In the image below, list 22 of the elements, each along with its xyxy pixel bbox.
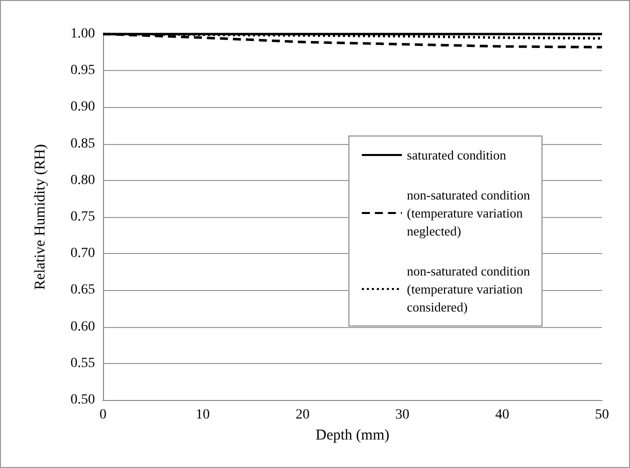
x-tick-label: 0 bbox=[100, 408, 106, 422]
legend-label: non-saturated condition (temperature variation considered) bbox=[406, 264, 530, 314]
y-tick-label: 0.70 bbox=[70, 246, 95, 262]
x-tick-label: 30 bbox=[395, 408, 410, 422]
y-tick-label: 0.80 bbox=[70, 172, 95, 188]
x-tick-label: 10 bbox=[196, 408, 210, 422]
y-tick-label: 1.00 bbox=[70, 26, 95, 42]
y-tick-label: 0.50 bbox=[70, 392, 95, 408]
legend-label: non-saturated condition (temperature variation neglected) bbox=[406, 188, 530, 238]
x-tick-label: 20 bbox=[296, 408, 310, 422]
x-tick-label: 40 bbox=[495, 408, 510, 422]
y-tick-label: 0.60 bbox=[70, 319, 95, 334]
y-tick-label: 0.65 bbox=[70, 282, 95, 298]
y-tick-label: 0.95 bbox=[70, 63, 95, 78]
y-tick-label: 0.85 bbox=[70, 136, 95, 152]
y-tick-label: 0.55 bbox=[70, 356, 95, 371]
y-axis-title: Relative Humidity (RH) bbox=[32, 144, 48, 290]
x-tick-label: 50 bbox=[595, 408, 609, 422]
x-axis-title: Depth (mm) bbox=[316, 428, 390, 444]
y-tick-label: 0.90 bbox=[70, 100, 95, 115]
legend-label: saturated condition bbox=[406, 148, 507, 162]
y-tick-label: 0.75 bbox=[70, 210, 95, 224]
